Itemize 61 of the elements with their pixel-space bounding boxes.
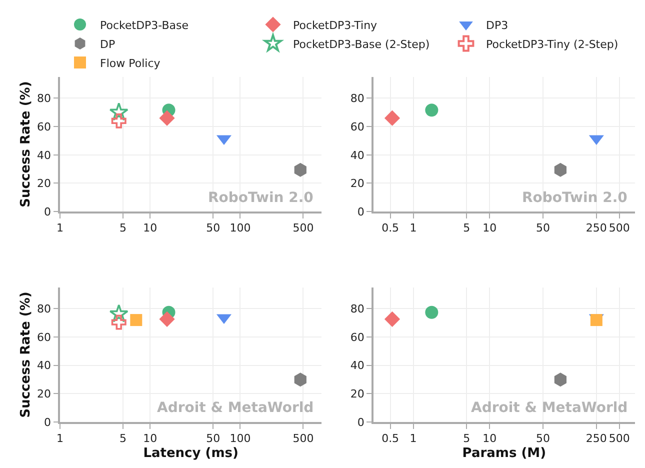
y-tick-label: 40 (37, 359, 52, 372)
legend-label: DP3 (486, 18, 508, 32)
annotation: RoboTwin 2.0 (522, 190, 628, 206)
y-tick-label: 60 (350, 120, 364, 134)
y-tick-label: 0 (44, 416, 52, 429)
x-tick-label: 5 (119, 432, 126, 445)
x-tick-label: 250 (586, 432, 607, 445)
y-tick-label: 0 (357, 205, 364, 218)
x-tick-label: 500 (608, 222, 630, 234)
annotation: RoboTwin 2.0 (208, 190, 314, 206)
x-tick-label: 50 (206, 222, 220, 234)
x-tick-label: 5 (463, 222, 470, 234)
x-tick-label: 500 (608, 432, 630, 445)
y-axis-title: Success Rate (%) (18, 292, 34, 418)
x-tick-label: 1 (410, 222, 417, 234)
y-tick-label: 20 (37, 177, 52, 190)
y-tick-label: 0 (44, 205, 52, 218)
legend-label: PocketDP3-Tiny (2-Step) (486, 38, 618, 51)
x-tick-label: 10 (482, 222, 497, 234)
annotation: Adroit & MetaWorld (471, 400, 628, 416)
x-tick-label: 50 (536, 222, 550, 234)
x-tick-label: 500 (292, 222, 314, 234)
x-tick-label: 50 (206, 432, 220, 445)
annotation: Adroit & MetaWorld (157, 400, 314, 416)
legend-label: PocketDP3-Base (2-Step) (293, 38, 430, 51)
x-axis-title: Latency (ms) (143, 446, 238, 462)
x-tick-label: 10 (482, 432, 497, 445)
x-tick-label: 10 (143, 432, 158, 445)
y-tick-label: 40 (37, 148, 52, 162)
y-tick-label: 60 (37, 120, 52, 134)
y-tick-label: 60 (37, 330, 52, 344)
legend-label: DP (100, 38, 116, 51)
x-tick-label: 1 (410, 432, 417, 445)
x-tick-label: 5 (119, 222, 126, 234)
x-tick-label: 10 (143, 222, 158, 234)
x-tick-label: 50 (536, 432, 550, 445)
legend-label: PocketDP3-Tiny (293, 18, 378, 32)
legend-label: Flow Policy (100, 56, 161, 70)
legend-label: PocketDP3-Base (100, 18, 189, 32)
y-tick-label: 80 (350, 92, 364, 106)
y-tick-label: 40 (350, 148, 364, 162)
x-tick-label: 100 (230, 432, 251, 445)
y-tick-label: 80 (350, 302, 364, 316)
y-tick-label: 60 (350, 330, 364, 344)
y-tick-label: 20 (37, 388, 52, 401)
y-tick-label: 80 (37, 302, 52, 316)
x-tick-label: 0.5 (382, 222, 400, 234)
x-tick-label: 500 (292, 432, 314, 445)
y-tick-label: 20 (350, 388, 364, 401)
y-tick-label: 20 (350, 177, 364, 190)
x-tick-label: 1 (56, 432, 64, 445)
y-tick-label: 0 (357, 416, 364, 429)
x-tick-label: 1 (56, 222, 64, 234)
x-tick-label: 100 (230, 222, 251, 234)
y-tick-label: 80 (37, 92, 52, 106)
x-tick-label: 5 (463, 432, 470, 445)
y-tick-label: 40 (350, 359, 364, 372)
x-tick-label: 250 (586, 222, 607, 234)
y-axis-title: Success Rate (%) (18, 81, 34, 208)
x-axis-title: Params (M) (462, 446, 546, 462)
x-tick-label: 0.5 (382, 432, 400, 445)
